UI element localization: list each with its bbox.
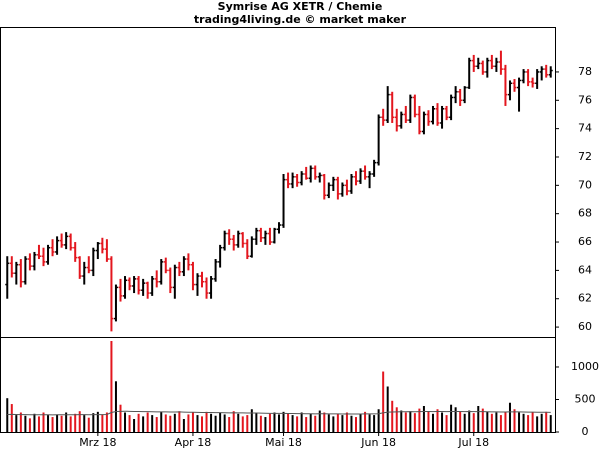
- y-tick-label: 68: [578, 207, 592, 220]
- volume-average-line: [7, 410, 551, 416]
- y-tick-label: 70: [578, 178, 592, 191]
- x-tick-label: Apr 18: [175, 436, 212, 449]
- y-tick-label: 74: [578, 122, 592, 135]
- y-tick-label: 64: [578, 263, 592, 276]
- y-tick-label: 62: [578, 292, 592, 305]
- y-tick-label: 76: [578, 93, 592, 106]
- y2-tick-label: 500: [575, 392, 596, 405]
- y2-tick-label: 0: [582, 425, 589, 438]
- x-tick-label: Jul 18: [457, 436, 489, 449]
- chart-subtitle: trading4living.de © market maker: [194, 13, 407, 26]
- x-tick-label: Mrz 18: [79, 436, 116, 449]
- chart-title: Symrise AG XETR / Chemie: [218, 0, 383, 13]
- y-tick-label: 78: [578, 65, 592, 78]
- y2-tick-label: 1000: [571, 360, 599, 373]
- x-tick-label: Jun 18: [360, 436, 396, 449]
- price-panel: [0, 27, 556, 338]
- volume-panel: [0, 337, 556, 433]
- x-tick-label: Mai 18: [265, 436, 302, 449]
- y-tick-label: 60: [578, 320, 592, 333]
- y-tick-label: 72: [578, 150, 592, 163]
- y-tick-label: 66: [578, 235, 592, 248]
